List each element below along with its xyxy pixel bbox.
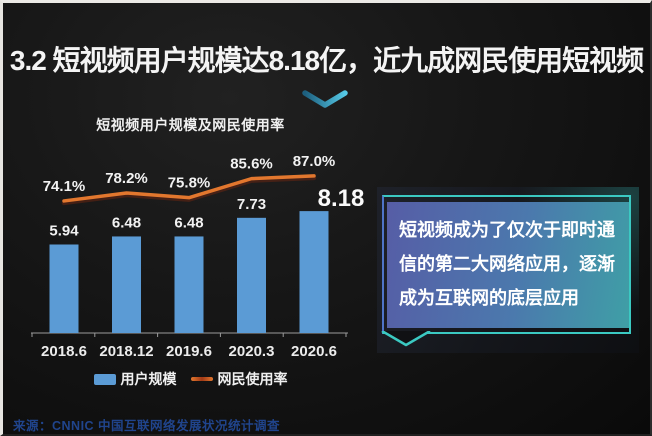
- percent-label: 87.0%: [293, 153, 336, 170]
- percent-label: 75.8%: [168, 175, 211, 192]
- x-axis-label: 2018.6: [41, 343, 87, 360]
- callout-line: 成为互联网的底层应用: [399, 288, 579, 308]
- bar: [299, 211, 329, 333]
- x-axis-label: 2018.12: [99, 343, 153, 360]
- legend-label-users: 用户规模: [120, 371, 177, 387]
- bar-value-label: 5.94: [49, 222, 79, 239]
- bar-value-label: 6.48: [112, 214, 141, 231]
- callout-line: 短视频成为了仅次于即时通: [399, 220, 615, 240]
- legend-item-users: 用户规模: [93, 369, 177, 389]
- callout-border: [382, 195, 631, 334]
- chart-legend: 用户规模 网民使用率: [3, 369, 378, 389]
- callout-box: 短视频成为了仅次于即时通 信的第二大网络应用，逐渐 成为互联网的底层应用: [387, 202, 629, 328]
- legend-bar-swatch: [93, 373, 116, 385]
- chart-title: 短视频用户规模及网民使用率: [96, 117, 285, 133]
- bar-value-label: 6.48: [174, 214, 203, 231]
- x-axis-label: 2020.3: [229, 343, 275, 360]
- bar: [174, 236, 204, 333]
- percent-label: 85.6%: [230, 156, 273, 173]
- legend-line-swatch: [190, 377, 213, 381]
- bar: [112, 236, 141, 333]
- combo-chart: 5.94 6.48 6.48 7.73 8.18 74.1% 78.2% 75.8% 85.6%…: [31, 153, 365, 360]
- bar: [237, 217, 266, 333]
- x-axis-label: 2019.6: [166, 343, 212, 360]
- usage-line: [62, 174, 316, 203]
- page-title: 3.2 短视频用户规模达8.18亿，近九成网民使用短视频: [9, 45, 644, 76]
- bar: [49, 244, 79, 333]
- usage-line-shadow: [61, 175, 317, 206]
- x-axis-label: 2020.6: [291, 343, 337, 360]
- percent-label: 78.2%: [105, 170, 148, 187]
- legend-item-usage: 网民使用率: [190, 369, 288, 389]
- source-note: 来源：CNNIC 中国互联网络发展状况统计调查: [13, 419, 281, 433]
- chevron-down-icon: [302, 90, 348, 108]
- bar-value-label: 7.73: [237, 196, 266, 213]
- callout-line: 信的第二大网络应用，逐渐: [399, 254, 615, 274]
- percent-label: 74.1%: [43, 178, 86, 195]
- legend-label-usage: 网民使用率: [217, 371, 288, 387]
- callout-tail-icon: [381, 331, 431, 347]
- bar-value-label-highlight: 8.18: [318, 185, 365, 212]
